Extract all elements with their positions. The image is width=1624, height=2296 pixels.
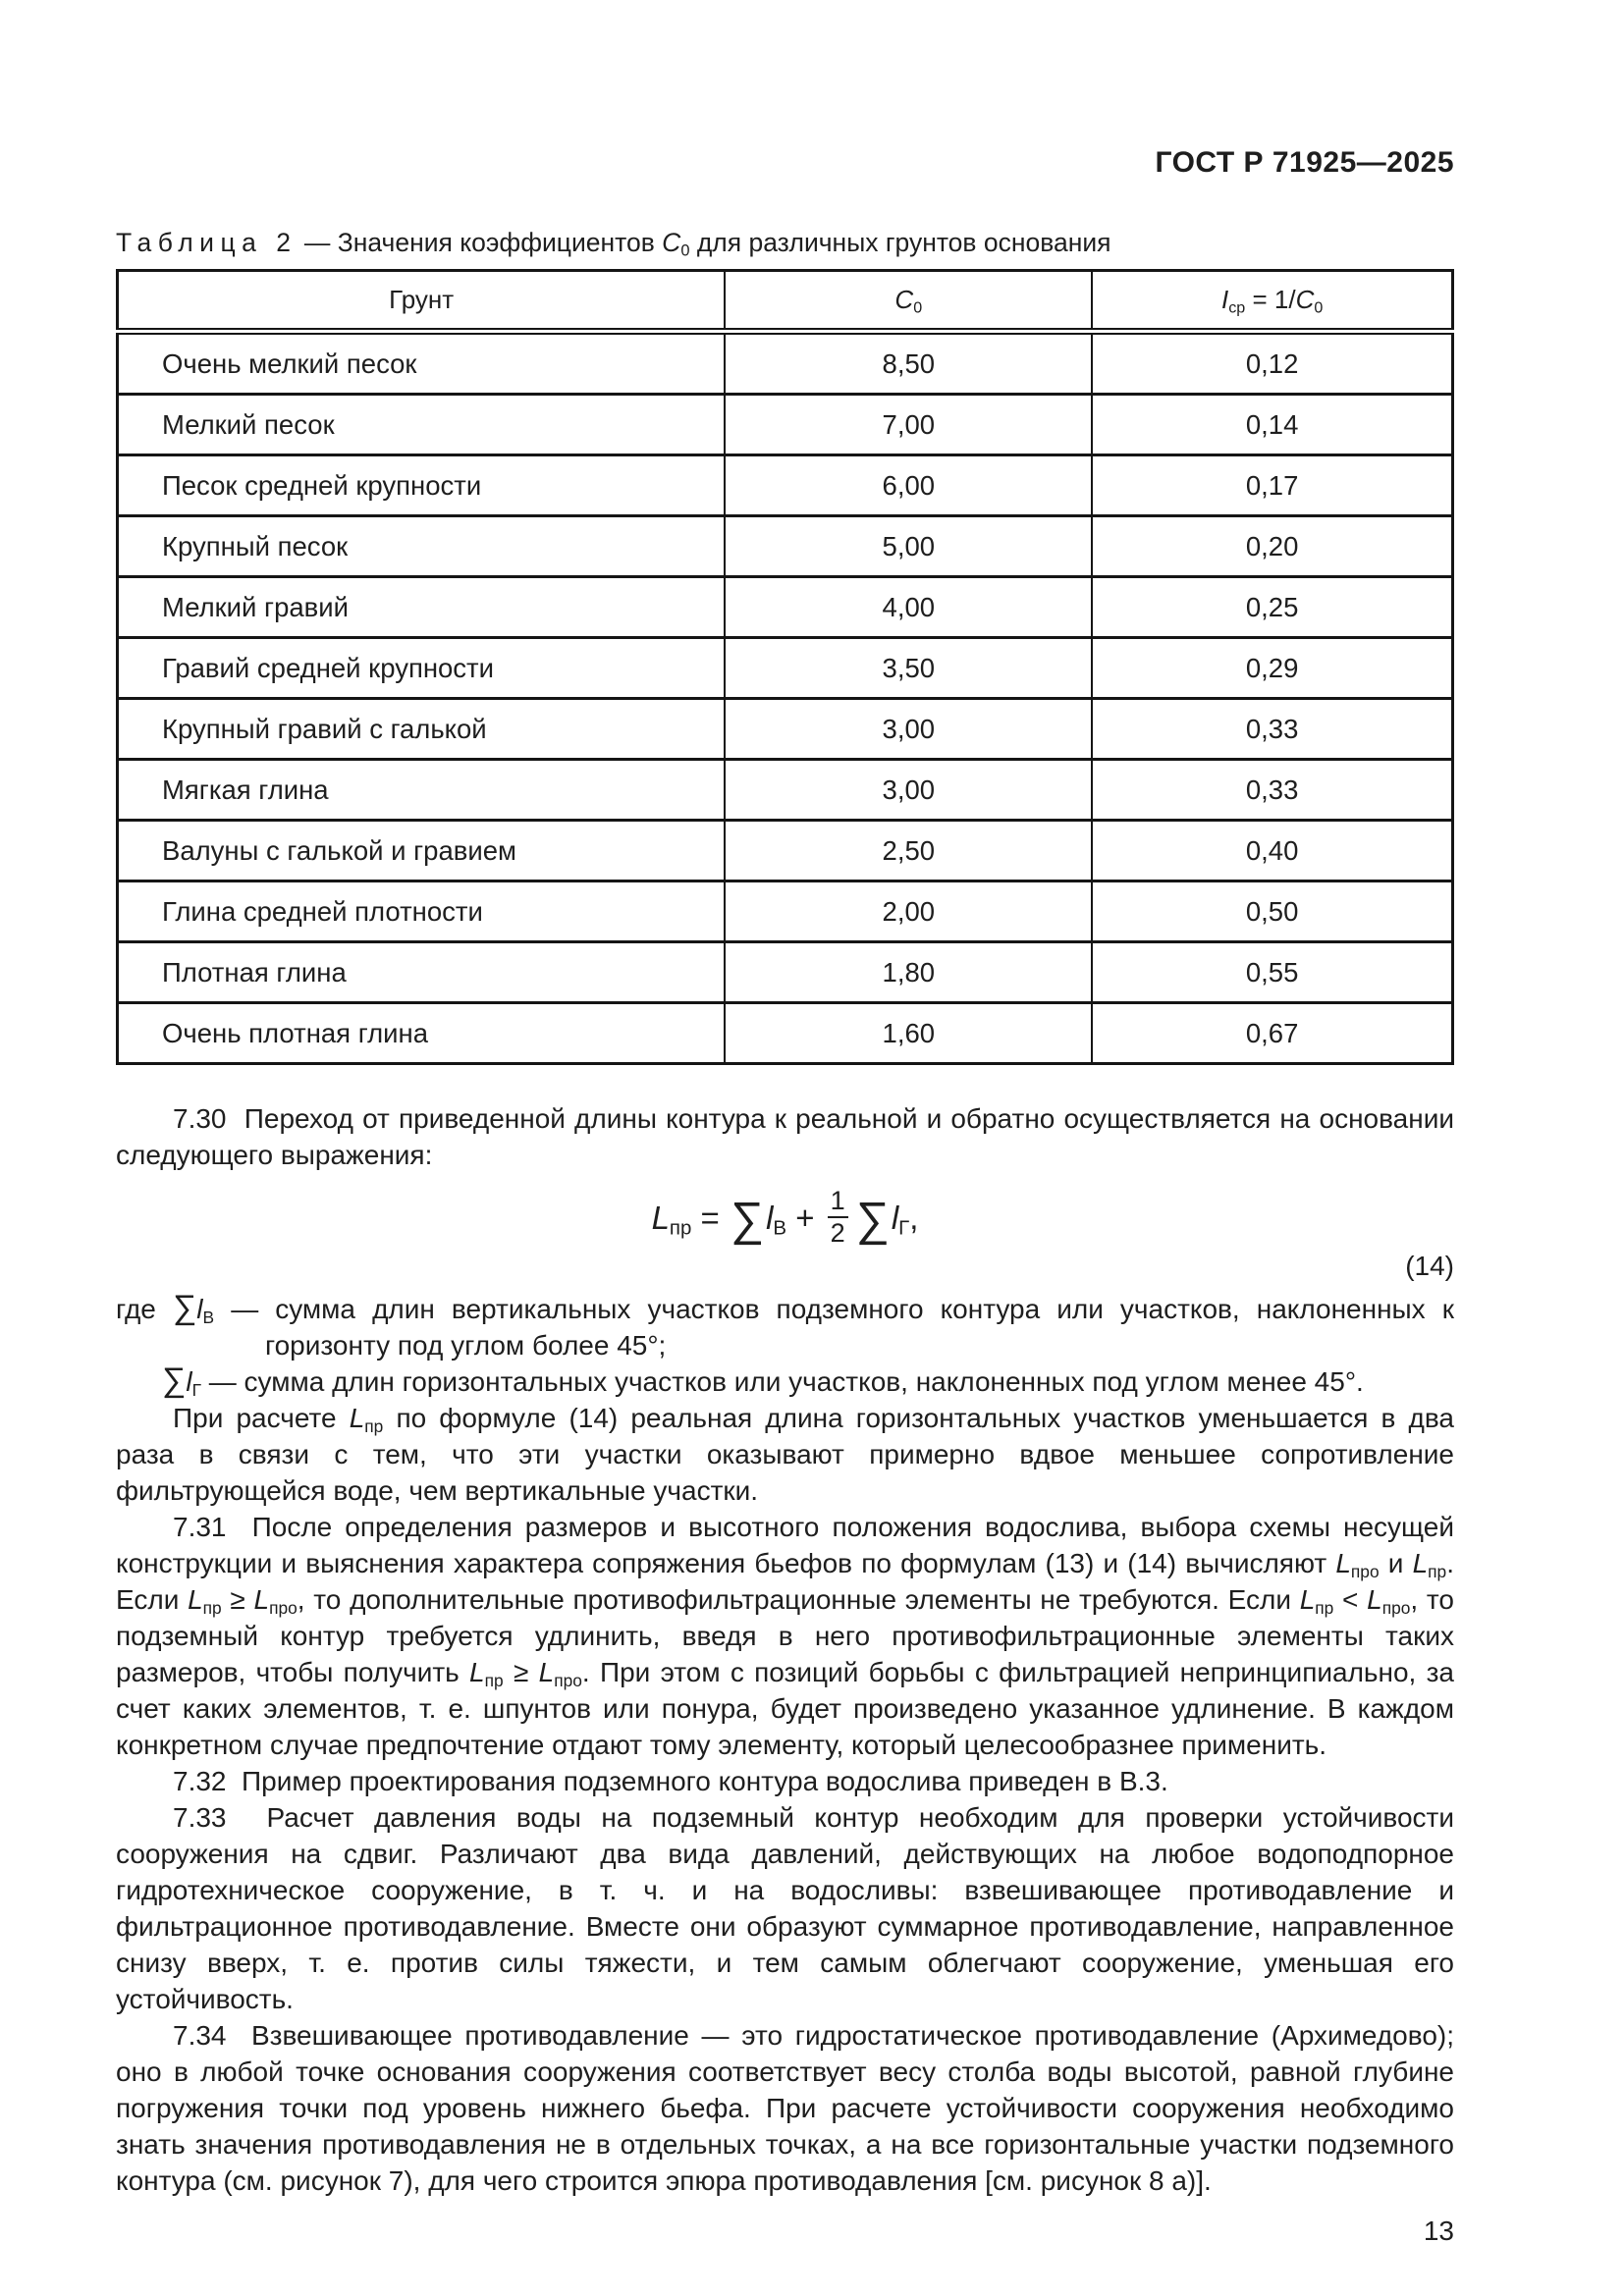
cell-ground: Валуны с галькой и гравием [116,819,727,882]
cell-ground: Плотная глина [116,940,727,1004]
table-header-row: Грунт С0 Iср = 1/С0 [116,269,1454,335]
cell-ground: Глина средней плотности [116,880,727,943]
table-row: Плотная глина 1,80 0,55 [116,940,1454,1004]
cell-c0: 8,50 [724,330,1094,396]
cell-icp: 0,33 [1091,697,1454,761]
cell-icp: 0,40 [1091,819,1454,882]
cell-icp: 0,55 [1091,940,1454,1004]
cell-c0: 2,00 [724,880,1094,943]
cell-ground: Очень мелкий песок [116,330,727,396]
cell-ground: Песок средней крупности [116,454,727,517]
cell-icp: 0,17 [1091,454,1454,517]
cell-icp: 0,12 [1091,330,1454,396]
where-term-vertical: где ∑lВ — сумма длин вертикальных участк… [116,1289,1454,1361]
table-row: Мелкий песок 7,00 0,14 [116,393,1454,456]
coefficients-table: Грунт С0 Iср = 1/С0 Очень мелкий песок 8,… [116,269,1454,1065]
table-row: Мелкий гравий 4,00 0,25 [116,575,1454,639]
formula-14: Lпр = ∑lВ + 1 2 ∑lГ, [651,1186,919,1249]
col-header-c0: С0 [724,269,1094,335]
cell-icp: 0,29 [1091,636,1454,700]
table-caption: Таблица 2 — Значения коэффициентов С0 дл… [116,228,1111,260]
caption-c0-symbol: С [662,228,681,257]
table-row: Очень плотная глина 1,60 0,67 [116,1001,1454,1065]
cell-c0: 3,50 [724,636,1094,700]
cell-icp: 0,14 [1091,393,1454,456]
sum-icon: ∑ [730,1194,765,1247]
table-row: Глина средней плотности 2,00 0,50 [116,880,1454,943]
cell-icp: 0,67 [1091,1001,1454,1065]
paragraph-7-31: 7.31 После определения размеров и высотн… [116,1512,1454,1760]
where-term-horizontal: ∑lГ — сумма длин горизонтальных участков… [162,1362,1364,1400]
doc-code-header: ГОСТ Р 71925—2025 [1155,146,1454,179]
table-row: Очень мелкий песок 8,50 0,12 [116,330,1454,396]
cell-ground: Крупный песок [116,514,727,578]
table-row: Гравий средней крупности 3,50 0,29 [116,636,1454,700]
cell-c0: 1,60 [724,1001,1094,1065]
page-number: 13 [1423,2216,1454,2246]
cell-c0: 6,00 [724,454,1094,517]
cell-c0: 2,50 [724,819,1094,882]
cell-c0: 5,00 [724,514,1094,578]
cell-c0: 4,00 [724,575,1094,639]
cell-ground: Очень плотная глина [116,1001,727,1065]
cell-c0: 7,00 [724,393,1094,456]
paragraph-7-33: 7.33 Расчет давления воды на подземный к… [116,1802,1454,2014]
cell-ground: Крупный гравий с галькой [116,697,727,761]
table-row: Валуны с галькой и гравием 2,50 0,40 [116,819,1454,882]
formula-number: (14) [1405,1251,1454,1281]
paragraph-7-30: 7.30 Переход от приведенной длины контур… [116,1103,1454,1170]
cell-icp: 0,50 [1091,880,1454,943]
table-row: Крупный песок 5,00 0,20 [116,514,1454,578]
cell-c0: 3,00 [724,758,1094,822]
table-caption-label: Таблица 2 [116,228,298,257]
col-header-icp: Iср = 1/С0 [1091,269,1454,335]
cell-c0: 3,00 [724,697,1094,761]
cell-ground: Мелкий песок [116,393,727,456]
cell-ground: Мелкий гравий [116,575,727,639]
table-row: Крупный гравий с галькой 3,00 0,33 [116,697,1454,761]
cell-icp: 0,33 [1091,758,1454,822]
cell-ground: Гравий средней крупности [116,636,727,700]
page-content: ГОСТ Р 71925—2025 Таблица 2 — Значения к… [116,147,1454,2248]
col-header-ground: Грунт [116,269,727,335]
cell-ground: Мягкая глина [116,758,727,822]
table-row: Песок средней крупности 6,00 0,17 [116,454,1454,517]
paragraph-7-34: 7.34 Взвешивающее противодавление — это … [116,2020,1454,2196]
cell-icp: 0,25 [1091,575,1454,639]
formula-lhs: L [651,1200,670,1236]
table-row: Мягкая глина 3,00 0,33 [116,758,1454,822]
paragraph-calc-note: При расчете Lпр по формуле (14) реальная… [116,1403,1454,1506]
cell-icp: 0,20 [1091,514,1454,578]
paragraph-7-32: 7.32 Пример проектирования подземного ко… [173,1766,1168,1796]
cell-c0: 1,80 [724,940,1094,1004]
sum-icon: ∑ [855,1194,890,1247]
